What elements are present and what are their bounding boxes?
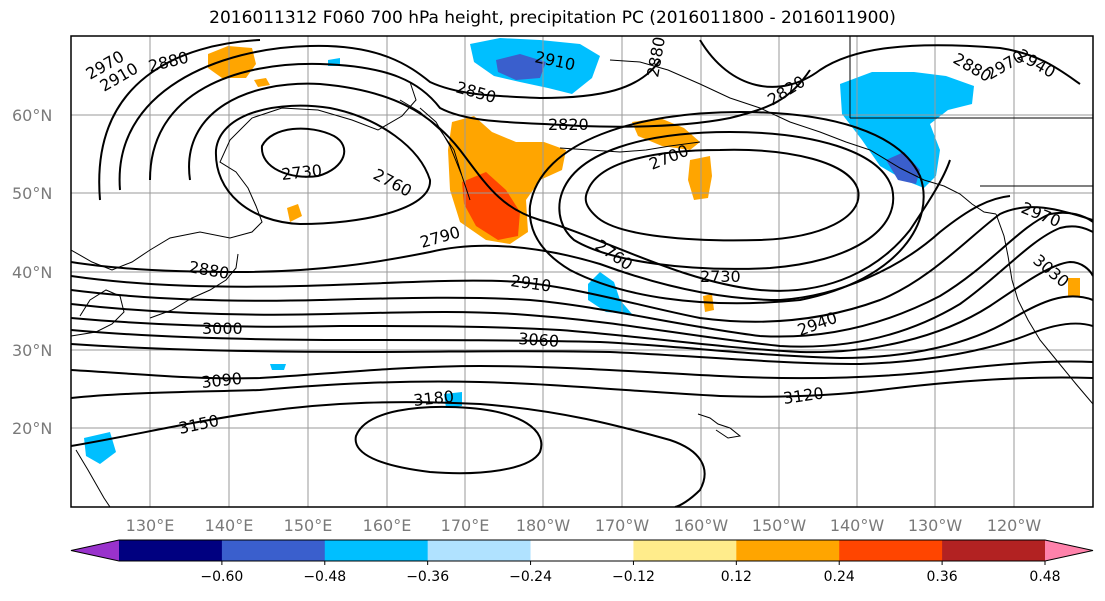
contour-2700-low	[584, 148, 860, 242]
colorbar-tick-labels: −0.60 −0.48 −0.36 −0.24 −0.12 0.12 0.24 0.36 0.4…	[200, 569, 1060, 585]
colorbar-bin	[530, 540, 634, 561]
lon-tick-label: 130°E	[126, 516, 175, 535]
contour-2850	[118, 44, 661, 191]
colorbar-bin	[942, 540, 1046, 561]
contour-3030	[71, 295, 1093, 360]
contour-2790	[188, 82, 951, 292]
colorbar-tick-label: −0.48	[303, 569, 346, 585]
contour-2940	[71, 211, 1093, 338]
lat-tick-label: 30°N	[12, 341, 52, 360]
contour-label: 2730	[700, 267, 741, 286]
lon-tick-label: 160°E	[363, 516, 412, 535]
colorbar-extend-high	[1045, 540, 1093, 561]
precip-orange-small	[254, 78, 270, 87]
colorbar-extend-low	[71, 540, 119, 561]
colorbar	[70, 539, 1094, 565]
precip-red-kamchatka	[462, 172, 520, 240]
contour-2760-west	[214, 104, 432, 226]
colorbar-bin	[633, 540, 737, 561]
contour-3120	[71, 376, 1093, 399]
lon-tick-label: 180°W	[516, 516, 571, 535]
longitude-tick-labels: 130°E 140°E 150°E 160°E 170°E 180°W 170°…	[126, 516, 1042, 535]
coast-philippines	[75, 449, 111, 507]
contour-3180	[354, 405, 543, 475]
contour-2760-low	[528, 110, 925, 305]
lon-tick-label: 140°E	[205, 516, 254, 535]
precip-darkblue-alaska	[886, 152, 920, 184]
precip-blue-tiny-1	[270, 364, 286, 370]
lat-tick-label: 50°N	[12, 184, 52, 203]
coast-asia	[71, 81, 417, 271]
coast-korea-china	[71, 289, 125, 337]
map-panel: 2970 2910 2880 2850 2910 2880 2820 2820 …	[70, 35, 1094, 508]
contour-label: 3090	[200, 369, 242, 392]
colorbar-bin	[839, 540, 943, 561]
lon-tick-label: 160°W	[674, 516, 729, 535]
latitude-tick-labels: 60°N 50°N 40°N 30°N 20°N	[12, 106, 52, 438]
contour-label: 2730	[280, 161, 322, 184]
colorbar-tick-label: −0.12	[612, 569, 655, 585]
precip-orange-east	[1068, 278, 1080, 296]
lon-tick-label: 120°W	[987, 516, 1042, 535]
colorbar-tick-label: −0.60	[200, 569, 243, 585]
contour-label: 3060	[518, 329, 560, 351]
precip-darkblue-north	[496, 54, 546, 80]
contour-3090	[71, 360, 1093, 380]
precipitation-shading	[84, 38, 1080, 464]
contour-2730-west	[260, 127, 346, 178]
colorbar-bin	[324, 540, 429, 561]
coast-na-border	[849, 36, 1093, 187]
colorbar-bin	[221, 540, 326, 561]
lon-tick-label: 130°W	[908, 516, 963, 535]
contour-2880	[71, 195, 1011, 302]
contour-label: 3180	[412, 387, 454, 410]
lon-tick-label: 150°W	[752, 516, 807, 535]
lon-tick-label: 170°E	[441, 516, 490, 535]
height-contours	[71, 39, 1093, 507]
colorbar-bin	[119, 540, 223, 561]
contour-3000	[71, 260, 1093, 354]
precip-orange-gulf	[688, 156, 712, 200]
precip-orange-small-sw	[287, 204, 302, 222]
precip-blue-alaska	[840, 72, 974, 188]
map-frame	[70, 35, 1094, 508]
map-title: 2016011312 F060 700 hPa height, precipit…	[209, 8, 896, 28]
contour-label: 2820	[548, 115, 589, 134]
contour-2880-upper	[98, 39, 1081, 201]
colorbar-tick-label: 0.48	[1029, 569, 1060, 585]
lat-tick-label: 60°N	[12, 106, 52, 125]
contour-3060	[71, 322, 1093, 366]
colorbar-tick-label: 0.24	[824, 569, 855, 585]
colorbar-outline	[70, 539, 1094, 562]
lon-tick-label: 170°W	[595, 516, 650, 535]
contour-2970	[71, 225, 1093, 348]
lon-tick-label: 150°E	[284, 516, 333, 535]
colorbar-tick-label: 0.12	[721, 569, 752, 585]
coast-hawaii	[697, 413, 742, 439]
coast-aleutians	[559, 141, 701, 153]
contour-3150	[71, 401, 706, 507]
colorbar-bin	[427, 540, 532, 561]
lat-tick-label: 20°N	[12, 419, 52, 438]
coastlines	[71, 36, 1093, 507]
contour-2910	[71, 206, 1093, 323]
colorbar-bin	[736, 540, 840, 561]
colorbar-tick-label: 0.36	[927, 569, 958, 585]
lon-tick-label: 140°W	[830, 516, 885, 535]
colorbar-tick-label: −0.24	[509, 569, 552, 585]
contour-2730-low	[558, 130, 895, 270]
coast-japan	[149, 253, 239, 319]
colorbar-tick-label: −0.36	[406, 569, 449, 585]
contour-2820	[149, 62, 811, 181]
lat-tick-label: 40°N	[12, 263, 52, 282]
contour-label: 3000	[202, 319, 243, 338]
coast-alaska	[609, 59, 997, 215]
